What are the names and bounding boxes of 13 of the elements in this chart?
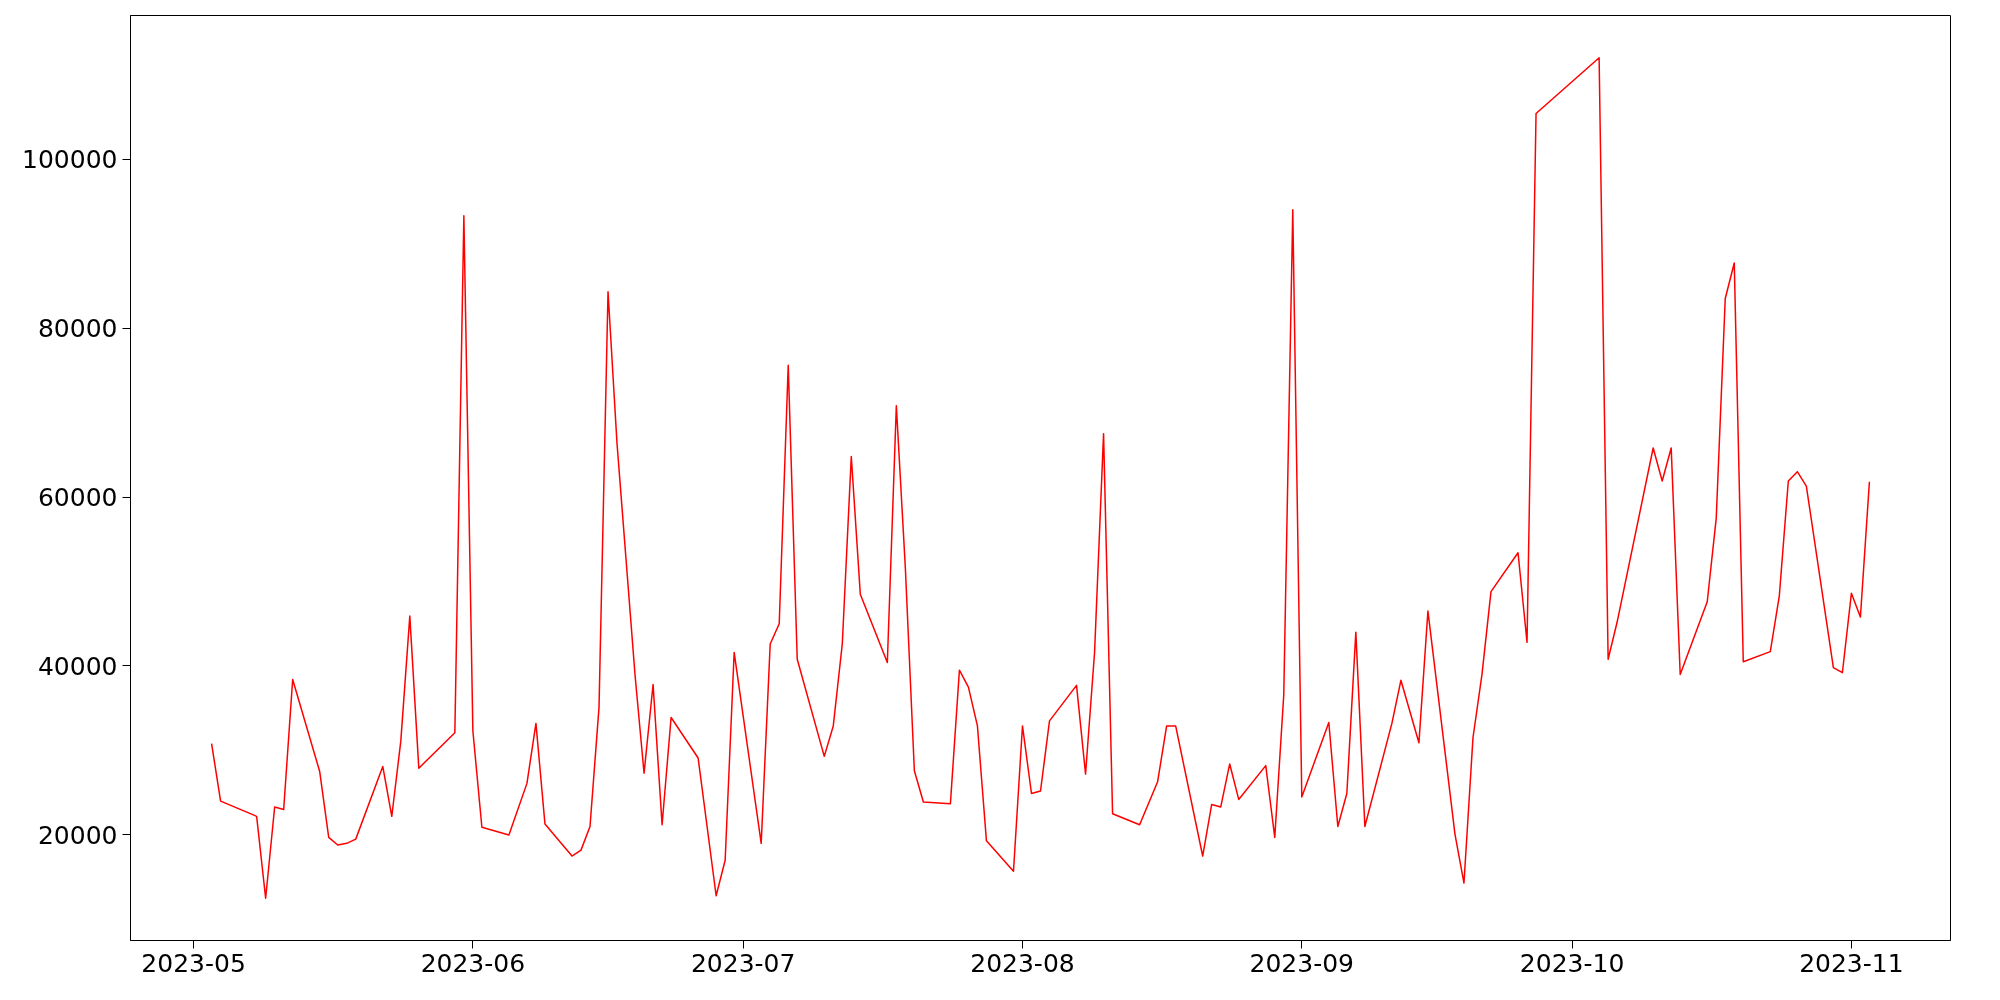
x-tick-label: 2023-11: [1799, 948, 1904, 978]
y-tick-label: 80000: [37, 314, 118, 344]
y-tick-label: 60000: [37, 483, 118, 513]
x-tick-label: 2023-08: [970, 948, 1075, 978]
y-tick-label: 40000: [37, 651, 118, 681]
x-tick-label: 2023-06: [420, 948, 526, 978]
line-series: [210, 56, 1871, 900]
x-tick-label: 2023-07: [690, 948, 796, 978]
x-tick-label: 2023-05: [141, 948, 246, 978]
y-tick-label: 20000: [37, 820, 118, 850]
y-tick-label: 100000: [22, 145, 118, 175]
x-tick-label: 2023-09: [1249, 948, 1355, 978]
x-tick-label: 2023-10: [1519, 948, 1625, 978]
